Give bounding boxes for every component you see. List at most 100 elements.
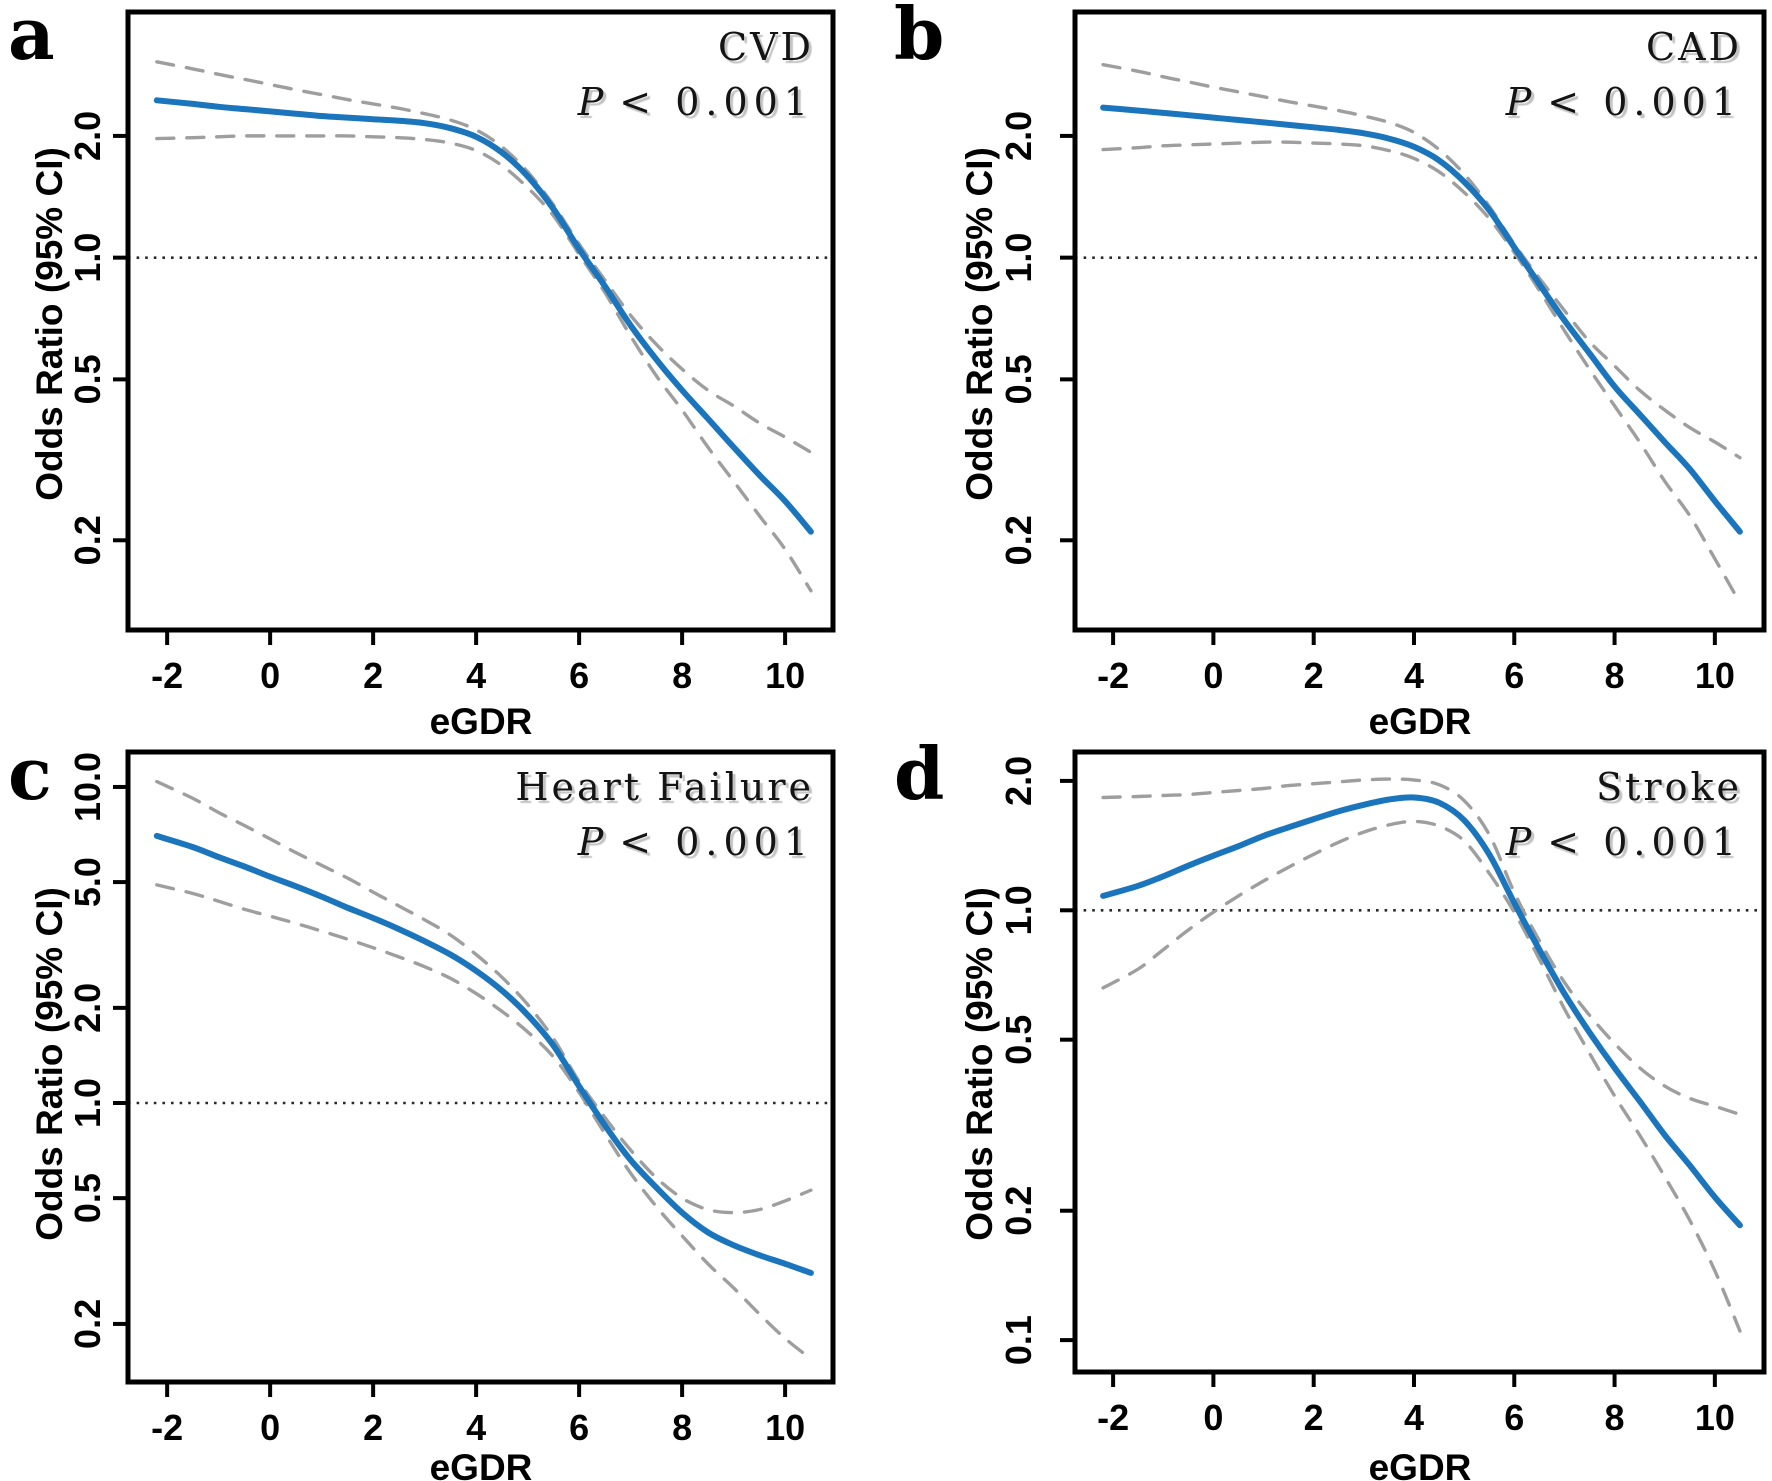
y-tick-label: 2.0 xyxy=(67,983,108,1033)
panel-b-plot: -2 0 2 4 6 8 10 2.0 1.0 0.5 0.2 xyxy=(998,9,1767,696)
x-axis-title: eGDR xyxy=(429,1447,533,1481)
y-axis-title: Odds Ratio (95% CI) xyxy=(29,887,70,1241)
x-tick-label: -2 xyxy=(151,655,183,696)
p-symbol: P xyxy=(577,820,606,865)
p-value-label: P < 0.001 xyxy=(578,75,814,130)
p-symbol: P xyxy=(577,80,606,125)
y-tick-label: 0.5 xyxy=(67,1173,108,1223)
p-symbol: P xyxy=(1505,820,1534,865)
x-tick-label: 0 xyxy=(1203,655,1223,696)
x-tick-label: 0 xyxy=(260,1407,280,1448)
y-tick-label: 0.2 xyxy=(998,1186,1039,1236)
panel-title: CVD P < 0.001 xyxy=(578,20,814,130)
x-tick-label: 10 xyxy=(1695,1397,1735,1438)
ci-lower-curve xyxy=(1101,140,1742,605)
y-tick-label: 10.0 xyxy=(67,752,108,822)
y-axis-title: Odds Ratio (95% CI) xyxy=(29,147,70,501)
x-tick-label: 4 xyxy=(466,1407,486,1448)
y-tick-label: 0.1 xyxy=(998,1315,1039,1365)
x-axis-title: eGDR xyxy=(1368,701,1472,740)
outcome-label: CAD xyxy=(1646,25,1742,69)
y-axis-title: Odds Ratio (95% CI) xyxy=(959,887,1000,1241)
odds-ratio-curve xyxy=(153,832,814,1276)
panel-b: -2 0 2 4 6 8 10 2.0 1.0 0.5 0.2 b CAD P < 0.001 Odd… xyxy=(886,0,1772,740)
x-tick-label: 10 xyxy=(765,655,805,696)
ci-lower-curve xyxy=(155,134,813,593)
odds-ratio-curve xyxy=(1100,104,1743,535)
panel-title: CAD P < 0.001 xyxy=(1506,20,1742,130)
panel-c-plot: -2 0 2 4 6 8 10 10.0 5.0 2.0 1.0 0.5 0.2 xyxy=(67,749,836,1448)
x-tick-label: 2 xyxy=(1304,1397,1324,1438)
x-tick-label: 0 xyxy=(260,655,280,696)
x-tick-label: 8 xyxy=(672,655,692,696)
panel-letter: a xyxy=(8,0,55,76)
ci-upper-curve xyxy=(1101,63,1742,460)
y-tick-label: 1.0 xyxy=(998,885,1039,935)
plot-box xyxy=(1072,9,1767,633)
p-value-label: P < 0.001 xyxy=(1506,75,1742,130)
panel-a: -2 0 2 4 6 8 10 2.0 1.0 0.5 0.2 a CVD P < 0.001 Odd… xyxy=(0,0,886,740)
panel-d-plot: -2 0 2 4 6 8 10 2.0 1.0 0.5 0.2 0.1 xyxy=(998,749,1767,1438)
x-tick-label: 6 xyxy=(569,1407,589,1448)
plot-box xyxy=(125,749,836,1385)
panel-title: Stroke P < 0.001 xyxy=(1506,760,1742,870)
y-tick-label: 0.2 xyxy=(67,515,108,565)
y-axis-title: Odds Ratio (95% CI) xyxy=(959,147,1000,501)
x-tick-label: 6 xyxy=(1504,1397,1524,1438)
outcome-label: Stroke xyxy=(1596,765,1742,809)
panel-d: -2 0 2 4 6 8 10 2.0 1.0 0.5 0.2 0.1 d Stroke P < 0.0… xyxy=(886,740,1772,1481)
x-tick-label: -2 xyxy=(1097,1397,1129,1438)
ci-lower-curve xyxy=(155,883,813,1361)
p-value-label: P < 0.001 xyxy=(1506,815,1742,870)
y-tick-label: 2.0 xyxy=(998,756,1039,806)
x-tick-label: 8 xyxy=(672,1407,692,1448)
y-tick-label: 1.0 xyxy=(998,233,1039,283)
panel-c: -2 0 2 4 6 8 10 10.0 5.0 2.0 1.0 0.5 0.2 c Heart Fai… xyxy=(0,740,886,1481)
x-tick-label: 4 xyxy=(1404,655,1424,696)
x-tick-label: 2 xyxy=(363,1407,383,1448)
panel-letter: b xyxy=(894,0,945,76)
x-tick-label: 4 xyxy=(1404,1397,1424,1438)
plot-box xyxy=(1072,749,1767,1375)
x-tick-label: 10 xyxy=(765,1407,805,1448)
y-tick-label: 0.5 xyxy=(67,354,108,404)
x-tick-label: 4 xyxy=(466,655,486,696)
y-tick-label: 5.0 xyxy=(67,857,108,907)
odds-ratio-curve xyxy=(1100,794,1743,1229)
y-tick-label: 0.2 xyxy=(67,1299,108,1349)
x-tick-label: -2 xyxy=(151,1407,183,1448)
p-value: < 0.001 xyxy=(1547,820,1742,865)
panel-letter: d xyxy=(894,740,945,816)
ci-lower-curve xyxy=(1101,819,1742,1333)
x-tick-label: 8 xyxy=(1605,1397,1625,1438)
ci-upper-curve xyxy=(155,779,813,1215)
x-tick-label: 2 xyxy=(363,655,383,696)
outcome-label: Heart Failure xyxy=(515,765,814,809)
y-tick-label: 2.0 xyxy=(998,111,1039,161)
x-tick-label: -2 xyxy=(1097,655,1129,696)
x-tick-label: 6 xyxy=(1504,655,1524,696)
x-tick-label: 10 xyxy=(1695,655,1735,696)
panel-a-plot: -2 0 2 4 6 8 10 2.0 1.0 0.5 0.2 xyxy=(67,9,836,696)
p-value-label: P < 0.001 xyxy=(515,815,814,870)
odds-ratio-curve xyxy=(153,97,814,535)
panel-letter: c xyxy=(8,740,52,816)
p-symbol: P xyxy=(1505,80,1534,125)
x-tick-label: 6 xyxy=(569,655,589,696)
p-value: < 0.001 xyxy=(1547,80,1742,125)
x-tick-label: 2 xyxy=(1304,655,1324,696)
outcome-label: CVD xyxy=(718,25,814,69)
y-tick-label: 0.5 xyxy=(998,1015,1039,1065)
panel-title: Heart Failure P < 0.001 xyxy=(515,760,814,870)
y-tick-label: 1.0 xyxy=(67,233,108,283)
ci-upper-curve xyxy=(155,60,813,454)
plot-box xyxy=(125,9,836,633)
x-tick-label: 8 xyxy=(1605,655,1625,696)
x-tick-label: 0 xyxy=(1203,1397,1223,1438)
y-tick-label: 1.0 xyxy=(67,1078,108,1128)
y-tick-label: 0.2 xyxy=(998,515,1039,565)
x-axis-title: eGDR xyxy=(1368,1447,1472,1481)
y-tick-label: 2.0 xyxy=(67,111,108,161)
p-value: < 0.001 xyxy=(619,80,814,125)
